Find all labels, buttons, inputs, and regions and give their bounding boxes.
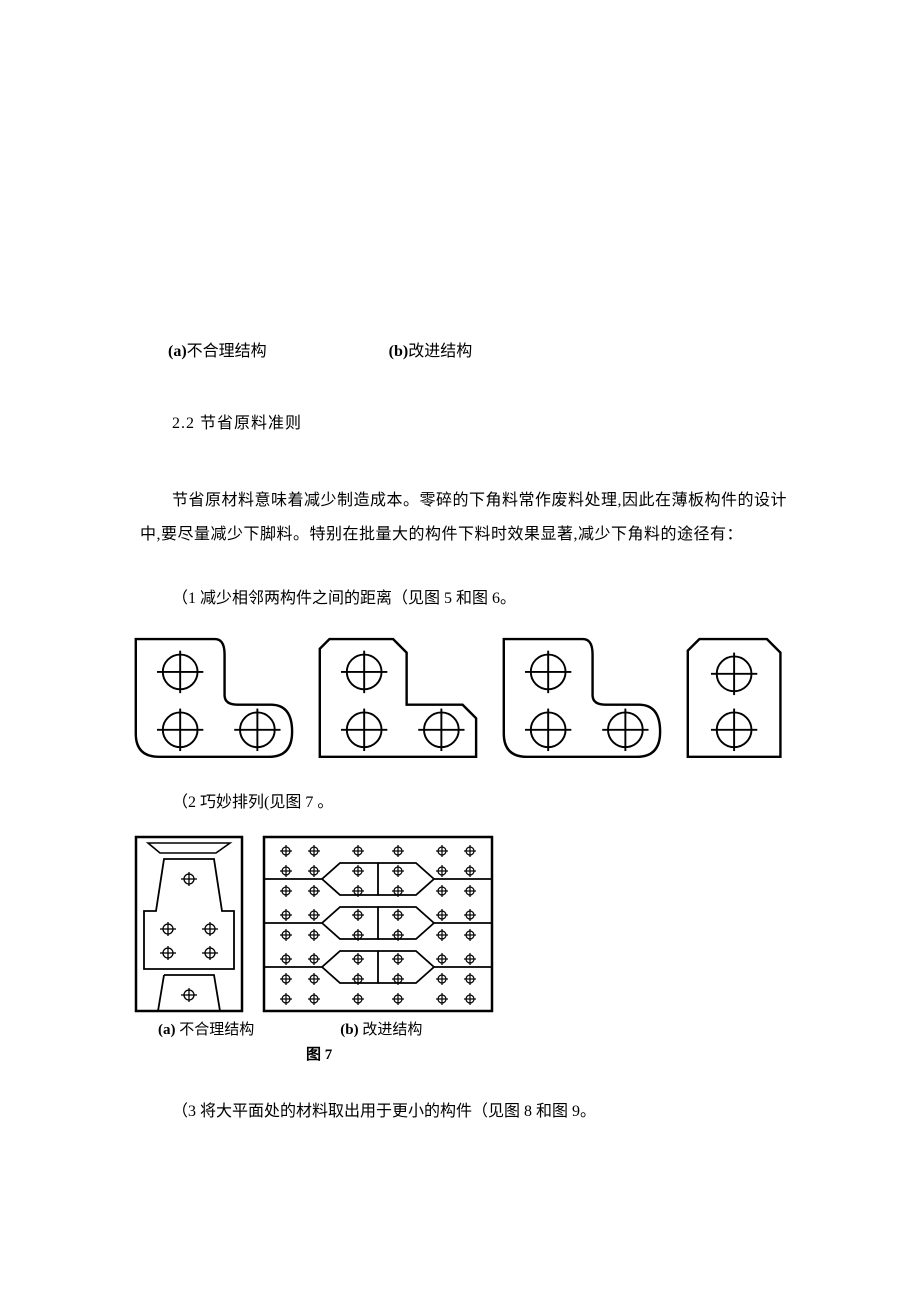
figure7-title: 图 7 [306, 1044, 790, 1067]
figure7-caption-row: (a) 不合理结构 (b) 改进结构 [140, 1019, 790, 1042]
section-heading: 2.2 节省原料准则 [172, 412, 790, 436]
figure-7: (a) 不合理结构 (b) 改进结构 图 7 [140, 835, 790, 1066]
figure-shape-4 [682, 631, 790, 763]
list-item-1: （1 减少相邻两构件之间的距离（见图 5 和图 6。 [172, 587, 790, 611]
figure7-b [262, 835, 494, 1013]
paragraph-1: 节省原材料意味着减少制造成本。零碎的下角料常作废料处理,因此在薄板构件的设计中,… [140, 484, 790, 551]
figure4-caption-a: (a)(a)不合理结构不合理结构 [168, 340, 267, 364]
figure4-caption-row: (a)(a)不合理结构不合理结构 (b)改进结构 [140, 340, 790, 364]
figure7-caption-b: (b) 改进结构 [340, 1019, 422, 1042]
figure-shape-2 [314, 631, 480, 763]
figure7-caption-a: (a) 不合理结构 [158, 1019, 254, 1042]
figure-5-6-row [130, 631, 790, 763]
figure-shape-3 [498, 631, 664, 763]
section-title: 节省原料准则 [200, 415, 302, 432]
figure4-caption-b: (b)改进结构 [389, 340, 473, 364]
list-item-3: （3 将大平面处的材料取出用于更小的构件（见图 8 和图 9。 [172, 1100, 790, 1124]
figure7-a [134, 835, 244, 1013]
figure-shape-1 [130, 631, 296, 763]
list-item-2: （2 巧妙排列(见图 7 。 [172, 791, 790, 815]
section-number: 2.2 [172, 415, 195, 432]
